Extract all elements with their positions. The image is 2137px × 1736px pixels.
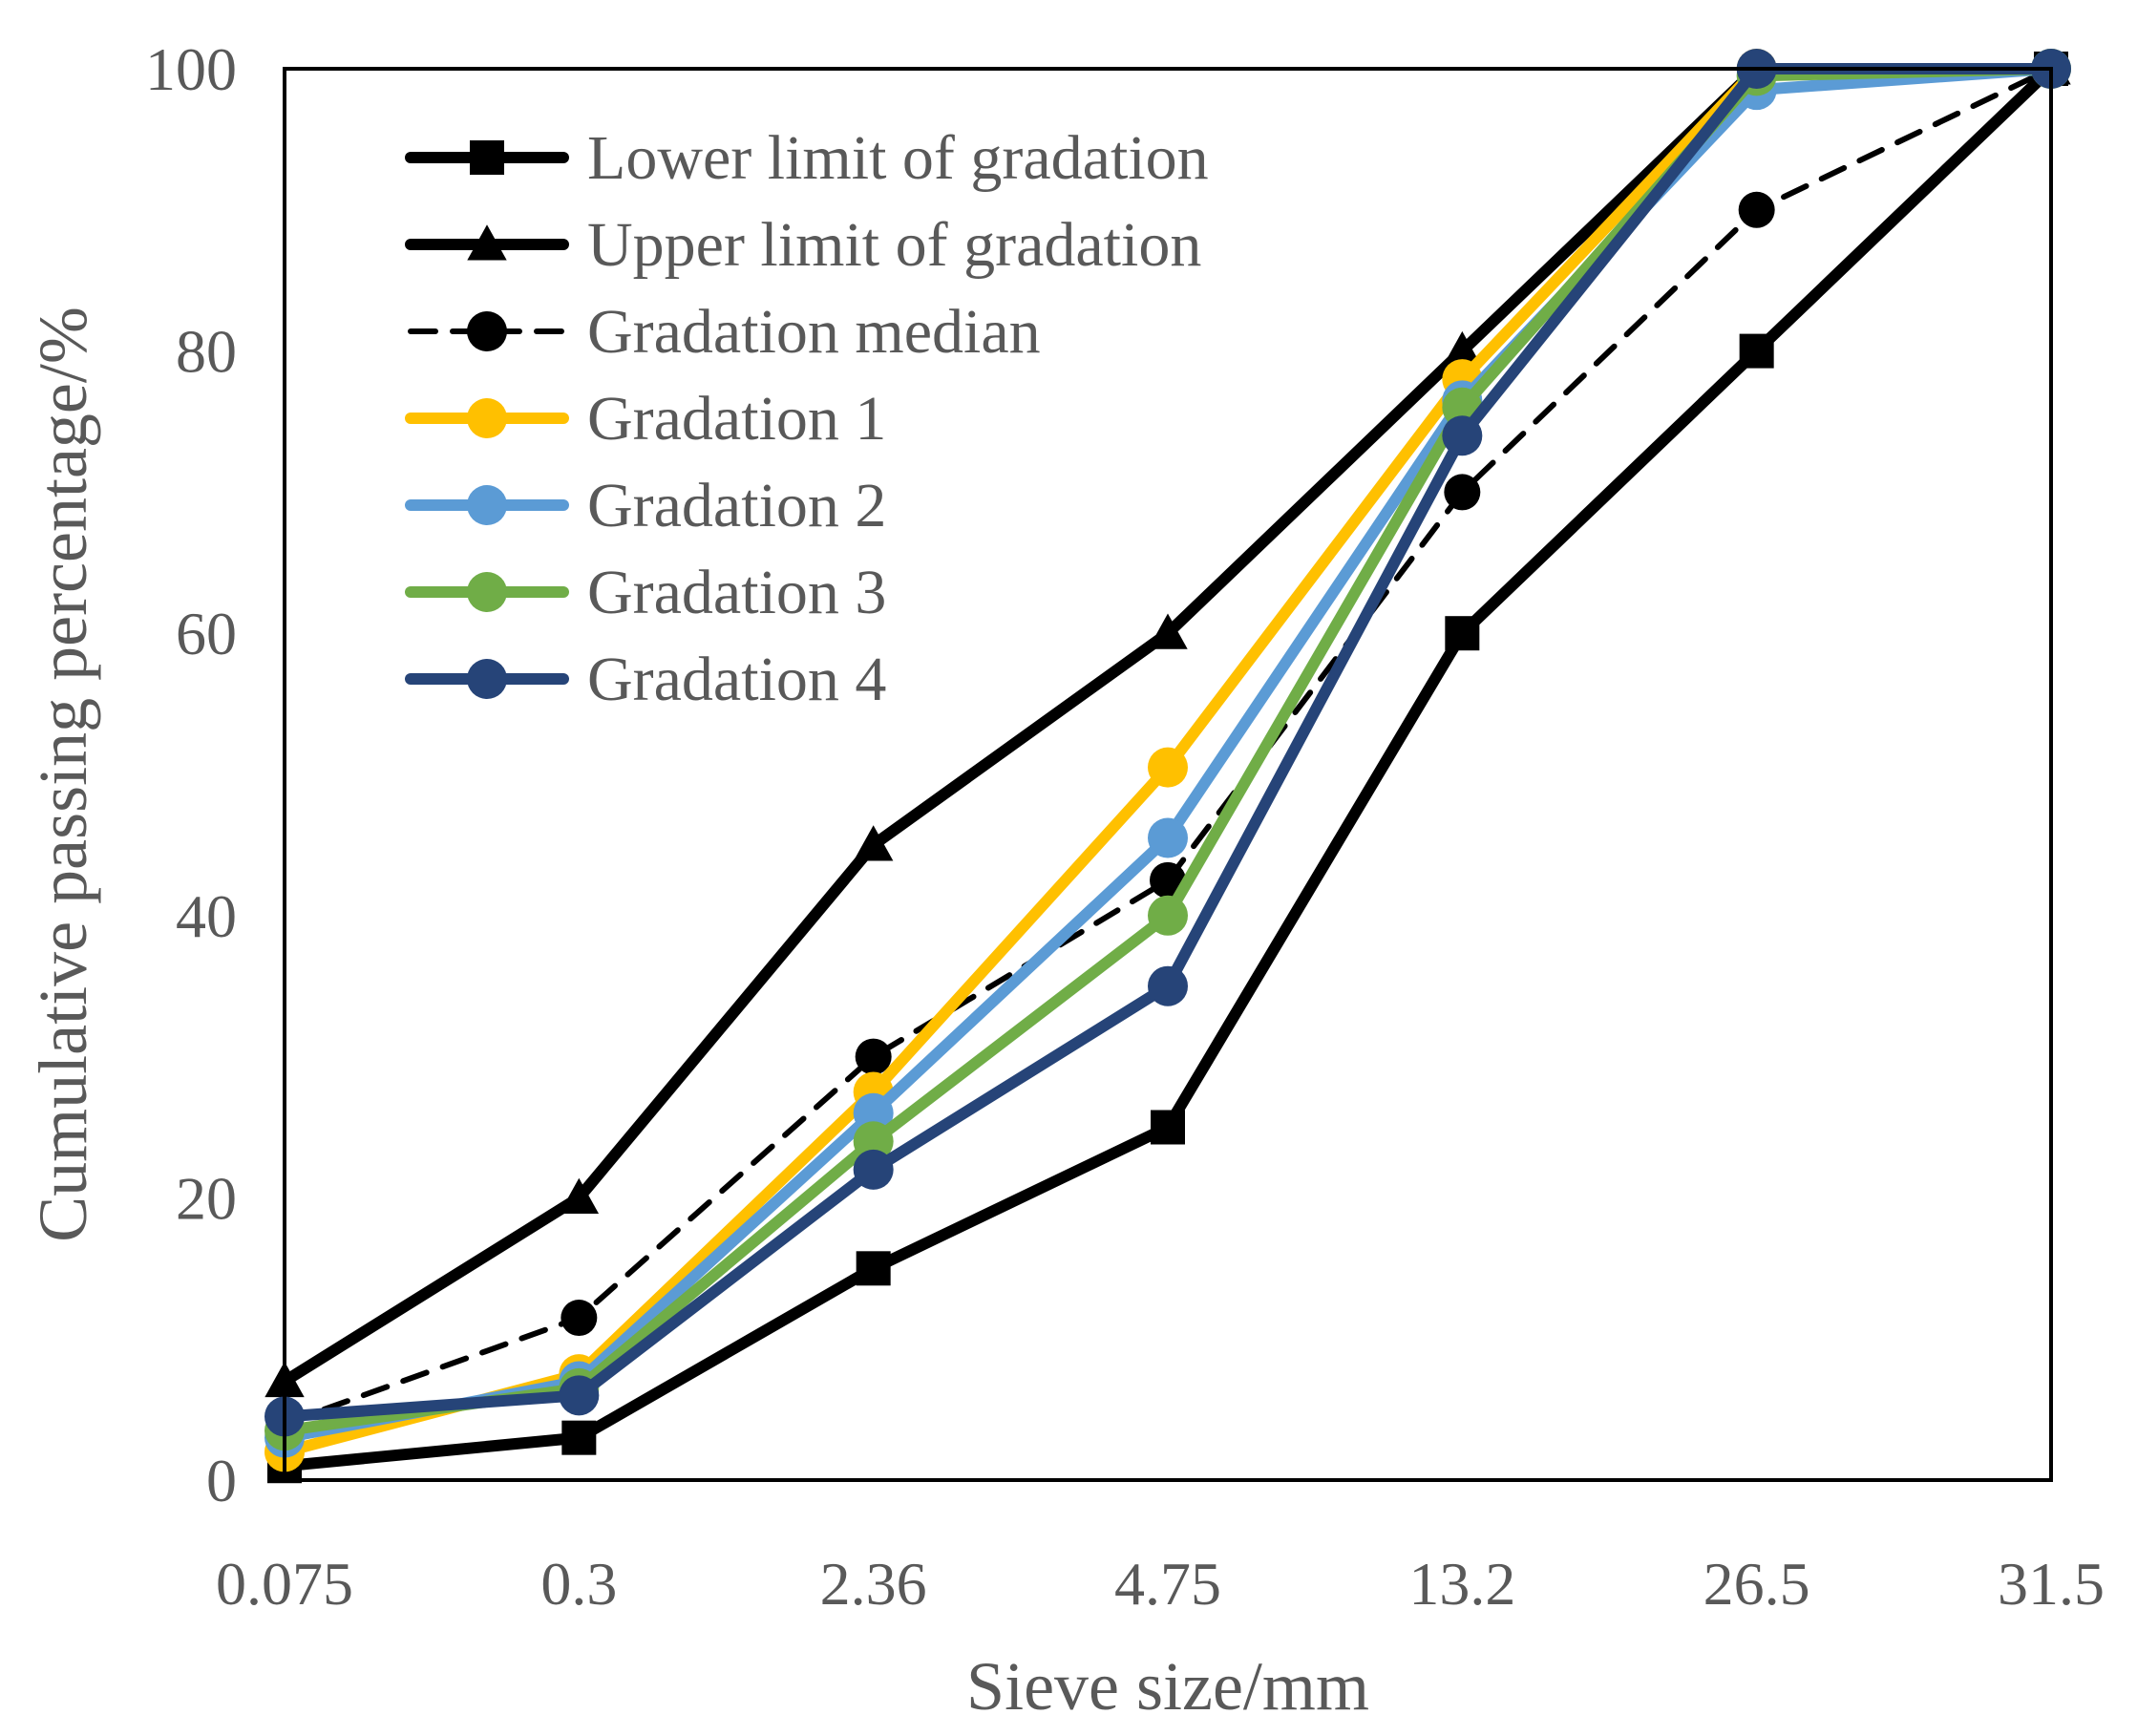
data-point	[1148, 895, 1188, 936]
legend-marker	[467, 485, 507, 525]
y-tick-label: 40	[176, 882, 237, 950]
legend-marker	[467, 398, 507, 438]
x-tick-label: 31.5	[1998, 1550, 2105, 1618]
legend-marker	[470, 140, 504, 175]
y-tick-label: 80	[176, 318, 237, 386]
legend-label: Gradation 4	[587, 645, 886, 714]
legend-marker	[467, 224, 507, 261]
legend-label: Gradation median	[587, 297, 1041, 367]
legend: Lower limit of gradation Upper limit of g…	[405, 123, 1209, 714]
legend-item: Gradation 1	[405, 384, 886, 454]
y-tick-label: 0	[206, 1447, 237, 1514]
legend-label: Upper limit of gradation	[587, 210, 1201, 280]
x-tick-label: 13.2	[1408, 1550, 1515, 1618]
legend-label: Gradation 3	[587, 558, 886, 627]
legend-item: Gradation 3	[405, 558, 886, 627]
data-point	[1442, 415, 1483, 456]
data-point	[853, 1149, 894, 1190]
plot-frame	[283, 67, 2053, 1482]
data-point	[561, 1300, 598, 1337]
legend-marker	[467, 659, 507, 699]
legend-item: Gradation 4	[405, 645, 886, 714]
data-point	[856, 1251, 891, 1286]
legend-label: Gradation 2	[587, 471, 886, 540]
data-point	[1148, 817, 1188, 858]
data-point	[1444, 474, 1481, 511]
data-point	[1738, 191, 1775, 228]
data-point	[1148, 747, 1188, 788]
legend-item: Upper limit of gradation	[405, 210, 1201, 280]
y-tick-labels: 0 20 40 60 80 100	[145, 35, 237, 1514]
y-tick-label: 20	[176, 1164, 237, 1232]
x-tick-label: 4.75	[1114, 1550, 1221, 1618]
x-tick-label: 2.36	[820, 1550, 927, 1618]
legend-marker	[467, 311, 507, 351]
data-point	[1442, 330, 1483, 368]
data-point	[559, 1375, 600, 1416]
data-point	[1148, 613, 1188, 649]
y-tick-label: 100	[145, 35, 237, 103]
legend-label: Gradation 1	[587, 384, 886, 454]
x-tick-labels: 0.075 0.3 2.36 4.75 13.2 26.5 31.5	[216, 1550, 2105, 1618]
legend-item: Lower limit of gradation	[405, 123, 1209, 193]
legend-item: Gradation 2	[405, 471, 886, 540]
legend-item: Gradation median	[408, 297, 1041, 367]
y-tick-label: 60	[176, 600, 237, 667]
data-point	[1151, 1110, 1185, 1145]
data-point	[1739, 333, 1774, 369]
y-axis-title: Cumulative passing percentage/%	[25, 307, 101, 1242]
data-point	[853, 1092, 894, 1133]
x-tick-label: 0.075	[216, 1550, 353, 1618]
data-point	[853, 1121, 894, 1162]
data-point	[1148, 965, 1188, 1006]
x-axis-title: Sieve size/mm	[966, 1648, 1369, 1725]
x-tick-label: 0.3	[540, 1550, 617, 1618]
data-point	[1445, 616, 1480, 651]
data-point	[853, 825, 894, 861]
data-point	[561, 1420, 597, 1455]
legend-label: Lower limit of gradation	[587, 123, 1209, 193]
data-point	[559, 1177, 600, 1214]
x-tick-label: 26.5	[1703, 1550, 1810, 1618]
data-point	[855, 1038, 892, 1075]
legend-marker	[467, 572, 507, 612]
